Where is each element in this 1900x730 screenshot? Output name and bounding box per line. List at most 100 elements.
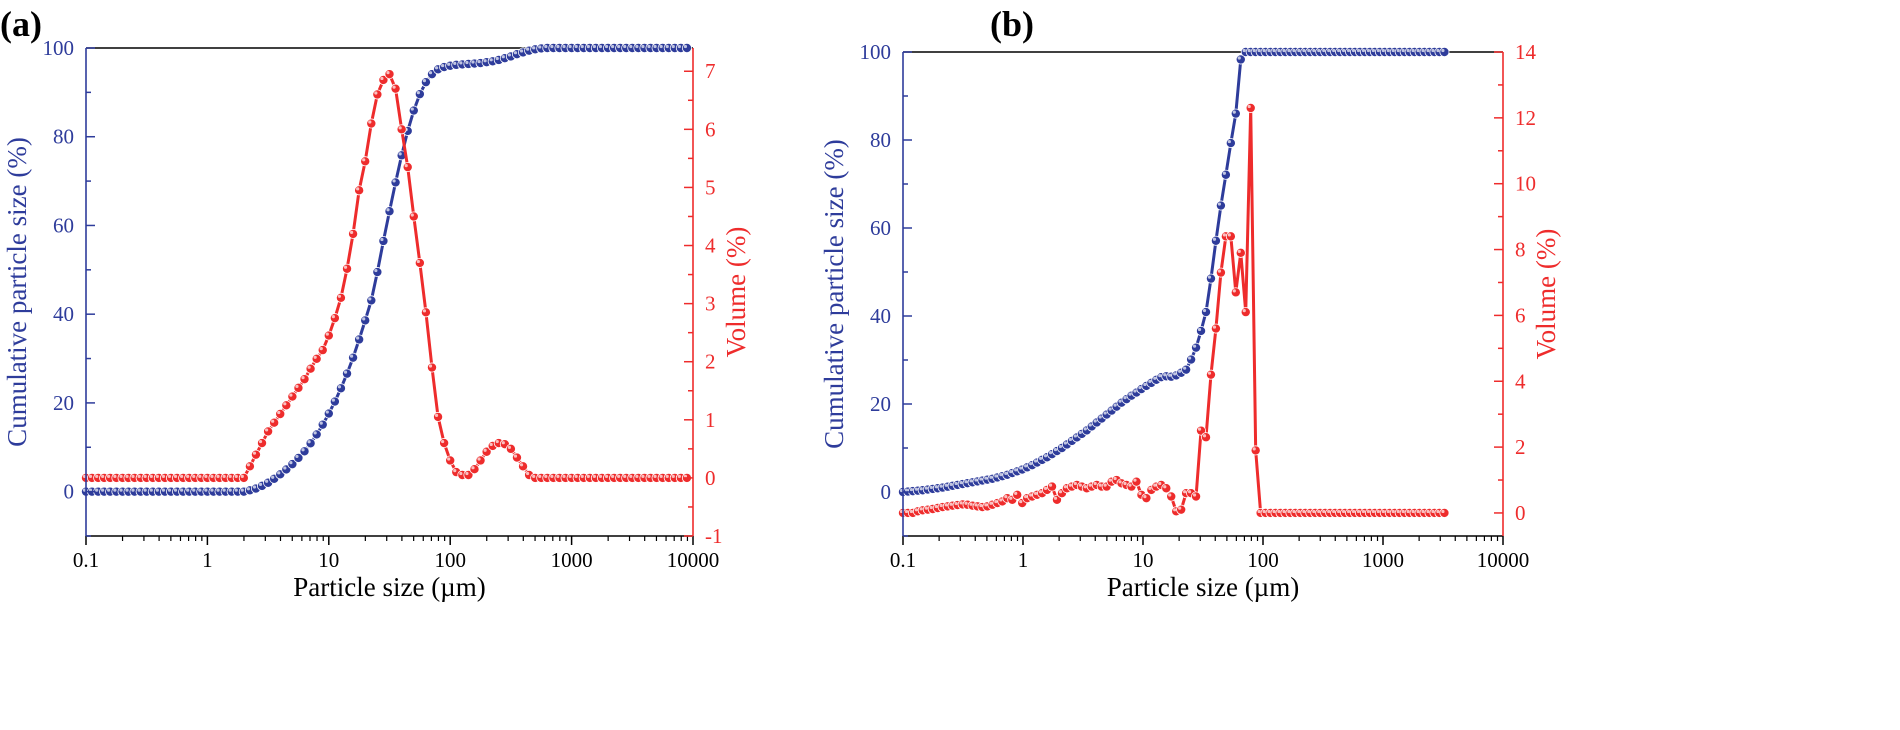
data-point-highlight [101,488,105,492]
data-point-highlight [507,53,511,57]
data-point-highlight [398,126,402,130]
data-point-highlight [989,475,993,479]
data-point-highlight [1351,509,1356,514]
data-point [378,235,389,246]
data-point-highlight [143,488,147,492]
data-point-highlight [119,488,123,492]
data-point-highlight [1093,419,1097,423]
data-point-highlight [1173,372,1177,376]
data-point-highlight [1168,373,1172,377]
data-point-highlight [1277,48,1281,53]
x-tick-label: 10 [1133,548,1154,572]
panel-label: (b) [990,4,1034,44]
data-point-highlight [611,44,615,49]
data-point-highlight [1019,499,1023,504]
data-point-highlight [568,474,572,478]
data-point-highlight [471,60,475,64]
x-tick-label: 1 [202,548,213,572]
data-point-highlight [356,187,360,191]
data-point-highlight [1257,48,1261,53]
data-point [384,69,395,80]
data-point-highlight [422,309,427,313]
data-point-highlight [671,474,675,478]
data-point-highlight [252,485,257,489]
data-point-highlight [343,265,348,269]
data-point-highlight [489,442,493,447]
data-point-highlight [1292,509,1296,514]
series-line [86,72,687,480]
data-point-highlight [325,410,329,414]
data-point-highlight [1237,56,1241,60]
data-point-highlight [362,317,366,321]
data-point-highlight [944,483,948,487]
data-point-highlight [974,503,978,507]
data-point-highlight [1257,509,1261,514]
data-point-highlight [307,365,311,369]
data-point [323,408,334,419]
data-point-highlight [228,488,232,492]
data-point-highlight [1038,490,1043,494]
data-point-highlight [222,474,226,478]
data-point [420,77,431,88]
data-point-highlight [1053,447,1058,452]
data-point-highlight [459,61,463,65]
data-point-highlight [604,44,609,49]
data-point-highlight [428,71,433,75]
data-point-highlight [216,488,220,492]
data-point-highlight [1188,356,1192,360]
data-point-highlight [665,474,669,478]
data-point-highlight [653,44,657,49]
data-point-highlight [1411,509,1415,514]
data-point-highlight [1183,490,1187,494]
data-point-highlight [422,79,427,83]
data-point-highlight [1272,48,1276,53]
data-point [257,438,268,449]
data-point-highlight [495,439,499,444]
data-point-highlight [964,501,968,505]
data-point [360,315,371,326]
data-point-highlight [659,44,663,49]
data-point-highlight [1322,509,1326,514]
data-point-highlight [959,501,963,505]
data-point-highlight [453,469,457,473]
data-point-highlight [641,44,645,49]
data-point-highlight [1014,468,1018,472]
right-tick-label: 10 [1515,172,1536,196]
data-point-highlight [319,347,323,351]
data-point-highlight [1376,509,1380,514]
data-point-highlight [964,480,968,484]
data-point-highlight [428,364,433,368]
data-point [396,124,407,135]
data-point-highlight [441,439,445,444]
data-point-highlight [1163,485,1167,489]
data-point-highlight [984,476,988,480]
data-point-highlight [495,56,499,61]
data-point [426,362,437,373]
left-tick-label: 100 [43,36,75,60]
data-point-highlight [1297,509,1301,514]
data-point-highlight [934,485,938,489]
data-point-highlight [1436,48,1440,53]
left-tick-label: 60 [53,213,74,237]
axes-layer: 0.1 1 10 100 1000 100000204060801000246810121… [860,40,1537,572]
data-point [402,162,413,173]
data-point-highlight [161,488,166,492]
data-point-highlight [568,44,572,49]
data-point-highlight [434,66,439,70]
data-point-highlight [562,474,566,478]
data-point-highlight [909,488,914,492]
data-point-highlight [647,474,651,478]
data-point-highlight [483,59,487,63]
data-point-highlight [337,294,342,298]
data-point-highlight [1048,483,1053,487]
data-point-highlight [1063,441,1067,445]
data-point [1210,235,1221,246]
data-point-highlight [240,474,244,478]
data-point-highlight [1371,48,1375,53]
x-axis-title: Particle size (µm) [1107,572,1299,602]
data-point-highlight [1197,427,1202,431]
data-point-highlight [1386,48,1390,53]
data-point-highlight [131,488,135,492]
data-point [317,345,328,356]
